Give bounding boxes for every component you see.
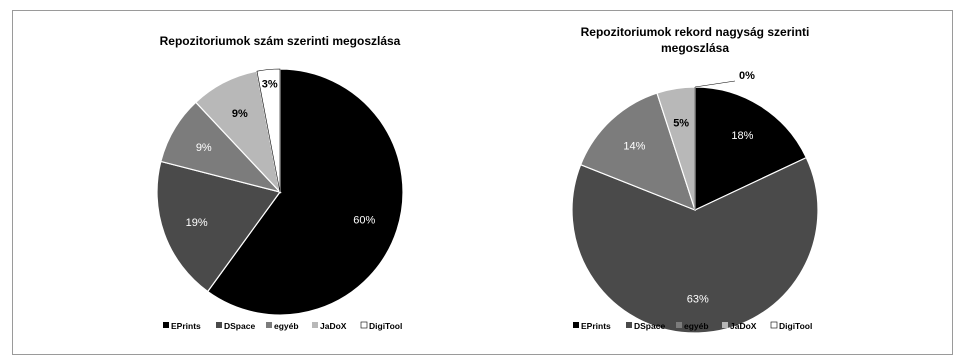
legend-label-egyéb: egyéb: [274, 321, 299, 331]
data-label-egyéb: 9%: [196, 142, 212, 154]
legend-label-digitool: DigiTool: [779, 321, 812, 331]
legend-label-egyéb: egyéb: [684, 321, 709, 331]
pie-slice-eprints: [206, 68, 404, 316]
legend-label-jadox: JaDoX: [730, 321, 757, 331]
data-label-digitool: 3%: [262, 78, 278, 90]
legend-label-digitool: DigiTool: [369, 321, 402, 331]
legend-label-eprints: EPrints: [171, 321, 201, 331]
pie-slice-dspace: [156, 160, 282, 293]
chart-title: Repozitoriumok szám szerinti megoszlása: [160, 34, 401, 48]
data-label-dspace: 19%: [186, 217, 208, 229]
pie-slice-outline: [256, 68, 281, 193]
data-label-eprints: 60%: [353, 214, 375, 226]
data-label-digitool: 0%: [739, 70, 755, 82]
legend-swatch-dspace: [216, 322, 222, 328]
data-label-jadox: 9%: [232, 108, 248, 120]
legend-label-jadox: JaDoX: [320, 321, 347, 331]
chart-frame: Repozitoriumok szám szerinti megoszlása 6…: [12, 10, 953, 355]
legend-swatch-digitool: [770, 321, 778, 329]
data-label-jadox: 5%: [673, 118, 689, 130]
legend-swatch-egyéb: [266, 322, 272, 328]
legend-label-eprints: EPrints: [581, 321, 611, 331]
pie-charts: Repozitoriumok szám szerinti megoszlása 6…: [156, 25, 819, 334]
data-label-eprints: 18%: [731, 130, 753, 142]
pie-chart-2: Repozitoriumok rekord nagyság szerinti me…: [571, 25, 819, 334]
pie-chart-1: Repozitoriumok szám szerinti megoszlása 6…: [156, 34, 404, 331]
data-label-dspace: 63%: [687, 294, 709, 306]
legend-swatch-digitool: [360, 321, 368, 329]
legend-label-dspace: DSpace: [224, 321, 255, 331]
legend-swatch-eprints: [163, 322, 169, 328]
pie-slice-eprints: [694, 86, 808, 211]
legend-swatch-dspace: [626, 322, 632, 328]
legend-swatch-egyéb: [676, 322, 682, 328]
leader-line: [694, 80, 736, 88]
chart-title: Repozitoriumok rekord nagyság szerinti me…: [581, 25, 810, 55]
legend-swatch-jadox: [312, 322, 318, 328]
pie-slice-dspace: [571, 156, 819, 334]
legend-swatch-eprints: [573, 322, 579, 328]
legend-swatch-jadox: [722, 322, 728, 328]
legend-label-dspace: DSpace: [634, 321, 665, 331]
data-label-egyéb: 14%: [623, 140, 645, 152]
